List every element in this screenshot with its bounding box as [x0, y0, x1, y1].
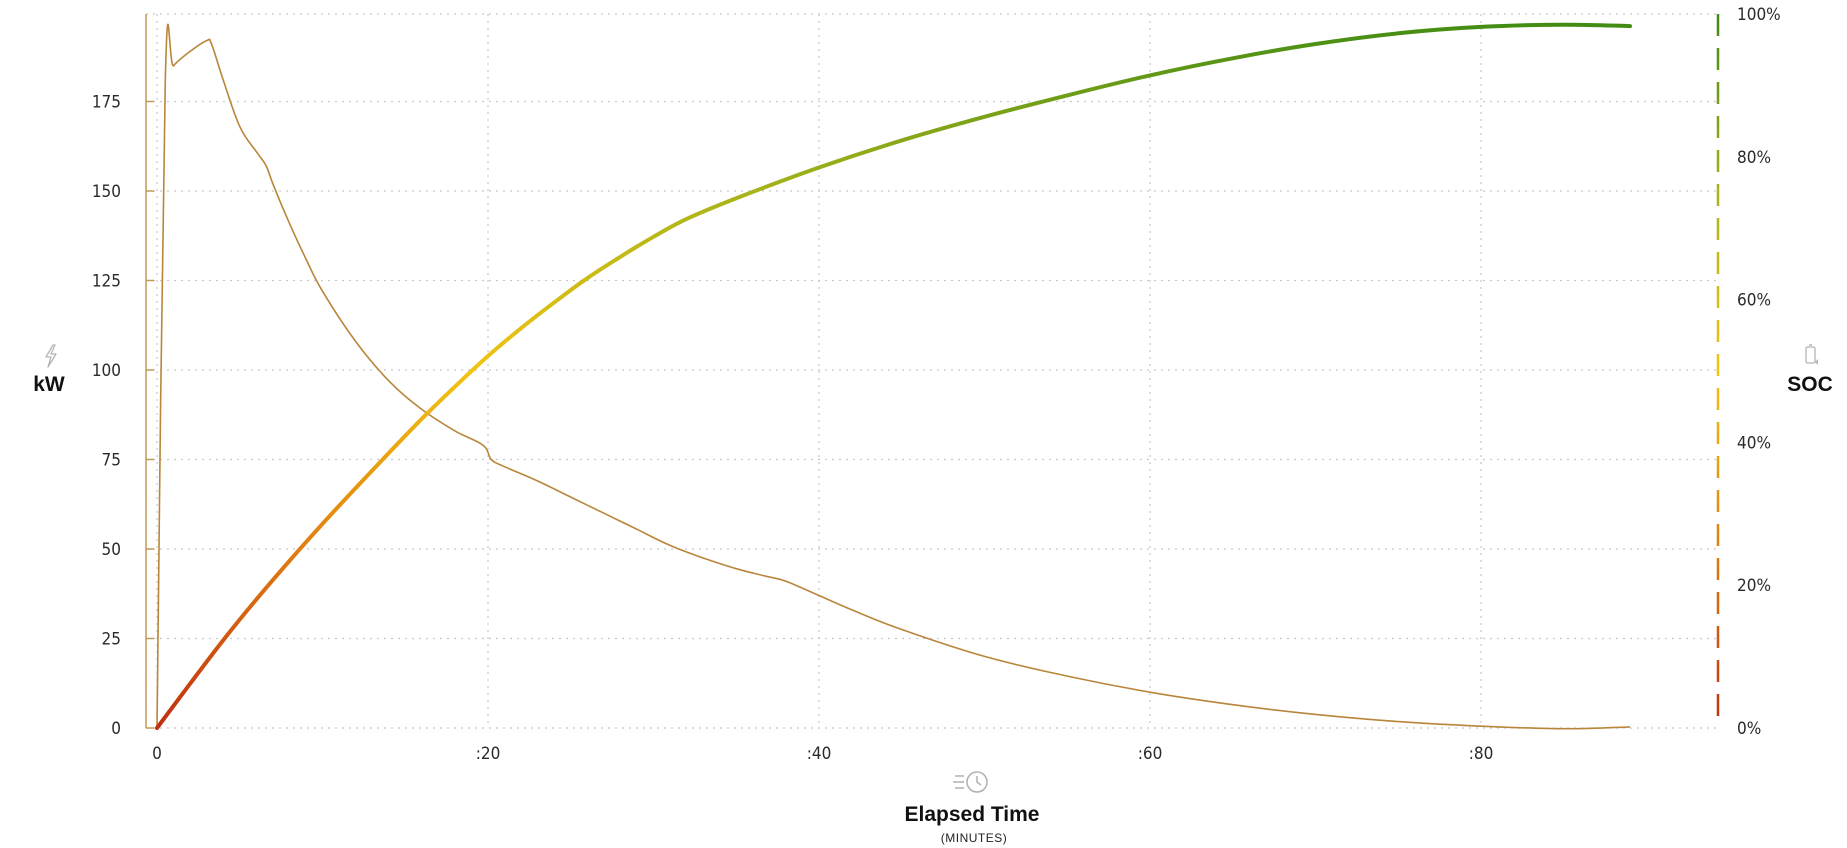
- clock-speed-icon: [953, 771, 988, 793]
- left-axis-title-group: kW: [33, 344, 65, 396]
- left-tick-label: 150: [92, 182, 121, 202]
- axes: [145, 14, 1720, 728]
- x-axis-subtitle: (MINUTES): [941, 831, 1008, 845]
- right-tick-label: 80%: [1737, 148, 1771, 168]
- left-tick-label: 100: [92, 361, 121, 381]
- right-tick-label: 20%: [1737, 576, 1771, 596]
- left-axis-ticks: 0 25 50 75 100 125 150 175: [92, 93, 154, 739]
- lightning-icon: [45, 344, 57, 368]
- right-tick-label: 40%: [1737, 433, 1771, 453]
- battery-icon: [1805, 344, 1818, 365]
- right-tick-label: 0%: [1737, 719, 1761, 739]
- left-tick-label: 25: [102, 630, 121, 650]
- series: [155, 22, 1632, 730]
- right-axis-ticks: 0% 20% 40% 60% 80% 100%: [1737, 5, 1781, 739]
- left-tick-label: 50: [102, 540, 121, 560]
- x-tick-label: 0: [152, 744, 162, 764]
- left-tick-label: 75: [102, 451, 121, 471]
- right-tick-label: 60%: [1737, 291, 1771, 311]
- x-tick-label: :60: [1138, 744, 1163, 764]
- x-tick-label: :20: [476, 744, 501, 764]
- grid: [146, 13, 1718, 729]
- right-axis-title: SOC: [1787, 373, 1833, 396]
- left-tick-label: 125: [92, 272, 121, 292]
- right-tick-label: 100%: [1737, 5, 1781, 25]
- x-tick-label: :80: [1469, 744, 1494, 764]
- x-axis-ticks: 0 :20 :40 :60 :80: [152, 744, 1493, 764]
- series-line-soc: [155, 22, 1632, 730]
- left-axis-title: kW: [33, 373, 65, 396]
- x-axis-title: Elapsed Time: [904, 803, 1039, 826]
- x-axis-title-group: Elapsed Time (MINUTES): [904, 771, 1040, 845]
- x-tick-label: :40: [807, 744, 832, 764]
- right-axis-title-group: SOC: [1787, 344, 1833, 396]
- left-tick-label: 0: [111, 719, 121, 739]
- left-tick-label: 175: [92, 93, 121, 113]
- series-line-power: [156, 23, 1631, 730]
